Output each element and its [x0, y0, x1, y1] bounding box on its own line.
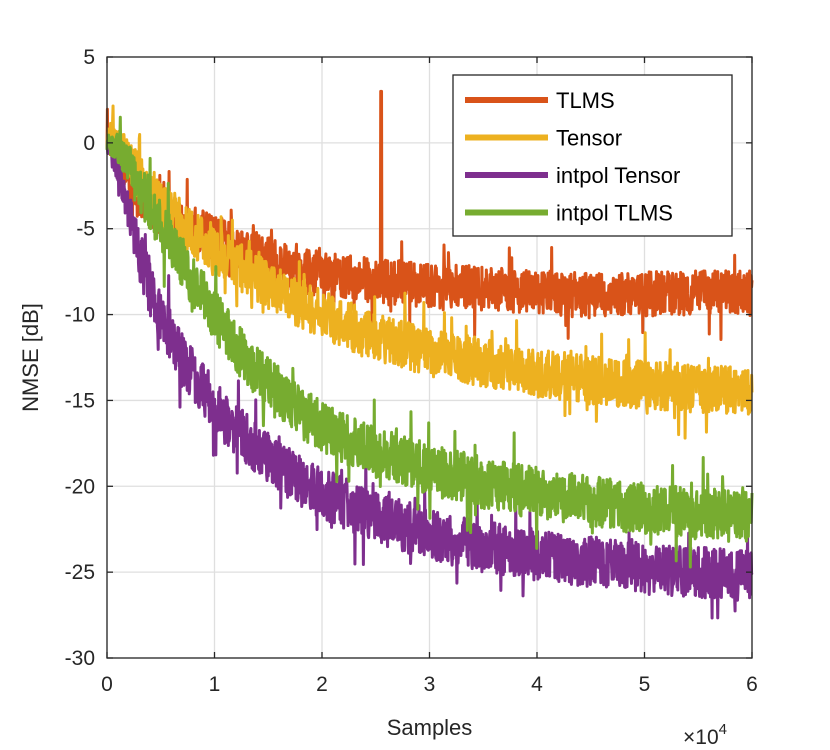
series-line-intpol-tensor	[105, 137, 754, 620]
x-tick-label: 2	[316, 673, 328, 696]
x-tick-label: 4	[531, 673, 543, 696]
x-exponent-label: ×104	[683, 721, 727, 749]
series-line-tlms	[105, 89, 754, 341]
x-exponent-base: ×10	[683, 726, 719, 749]
y-tick-label: 5	[83, 46, 95, 69]
x-exponent-power: 4	[719, 721, 727, 738]
legend: TLMS Tensor intpol Tensor intpol TLMS	[452, 74, 733, 237]
y-tick-label: -25	[65, 561, 95, 584]
y-tick-label: -30	[65, 647, 95, 670]
series-line-tensor	[105, 104, 754, 440]
legend-label: intpol Tensor	[556, 163, 680, 188]
x-tick-label: 3	[424, 673, 436, 696]
legend-label: Tensor	[556, 126, 622, 151]
x-axis-label: Samples	[387, 715, 473, 740]
y-axis-label: NMSE [dB]	[18, 303, 43, 412]
axis-ticks: 0 1 2 3 4 5 6 5 0 -5 -10 -15 -20 -25 -30	[65, 46, 758, 696]
y-tick-label: -5	[76, 218, 95, 241]
x-tick-label: 6	[746, 673, 758, 696]
y-tick-label: -15	[65, 389, 95, 412]
legend-label: intpol TLMS	[556, 201, 673, 226]
x-tick-label: 1	[209, 673, 221, 696]
y-tick-label: 0	[83, 132, 95, 155]
x-tick-label: 5	[639, 673, 651, 696]
y-tick-label: -10	[65, 304, 95, 327]
x-tick-label: 0	[101, 673, 113, 696]
series-line-intpol-tlms	[105, 115, 754, 569]
legend-label: TLMS	[556, 88, 615, 113]
series-lines	[105, 89, 754, 620]
legend-items: TLMS Tensor intpol Tensor intpol TLMS	[465, 88, 680, 226]
y-tick-label: -20	[65, 475, 95, 498]
